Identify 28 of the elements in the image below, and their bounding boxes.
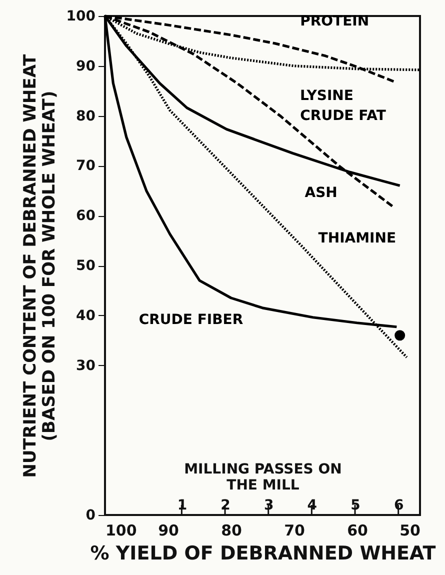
y-tick-label: 60 xyxy=(76,208,96,224)
y-tick-label: 0 xyxy=(86,508,96,524)
x-tick-label: 90 xyxy=(158,522,179,540)
x-axis-title: % YIELD OF DEBRANNED WHEAT xyxy=(90,542,436,564)
x2-tick-label: 6 xyxy=(394,498,404,514)
y-tick-label: 40 xyxy=(76,308,96,324)
series-label: PROTEIN xyxy=(300,13,370,30)
series-label: CRUDE FIBER xyxy=(138,312,244,328)
series-label: THIAMINE xyxy=(318,230,396,247)
series-label: LYSINE xyxy=(300,88,354,104)
y-tick-label: 30 xyxy=(76,358,96,374)
x2-tick-label: 5 xyxy=(350,498,360,514)
y-tick-label: 100 xyxy=(66,8,96,24)
x-tick-label: 50 xyxy=(400,522,420,540)
series-label: CRUDE FAT xyxy=(300,108,386,124)
x-tick-label: 60 xyxy=(347,522,368,540)
y-tick-label: 70 xyxy=(76,158,96,174)
x-tick-label: 80 xyxy=(221,522,242,540)
x2-axis-title: MILLING PASSES ON THE MILL xyxy=(184,462,342,494)
x-tick-label: 70 xyxy=(284,522,305,540)
y-tick-label: 50 xyxy=(76,258,96,274)
series-label: ASH xyxy=(304,185,338,202)
x2-tick-label: 3 xyxy=(264,498,274,514)
x-tick-label: 100 xyxy=(106,522,137,540)
y-tick-label: 80 xyxy=(76,108,96,124)
y-axis-title: NUTRIENT CONTENT OF DEBRANNED WHEAT (BASED ON 100 FOR WHOLE WHEAT) xyxy=(20,54,60,478)
x2-tick-label: 4 xyxy=(307,498,318,514)
y-tick-label: 90 xyxy=(76,58,96,74)
